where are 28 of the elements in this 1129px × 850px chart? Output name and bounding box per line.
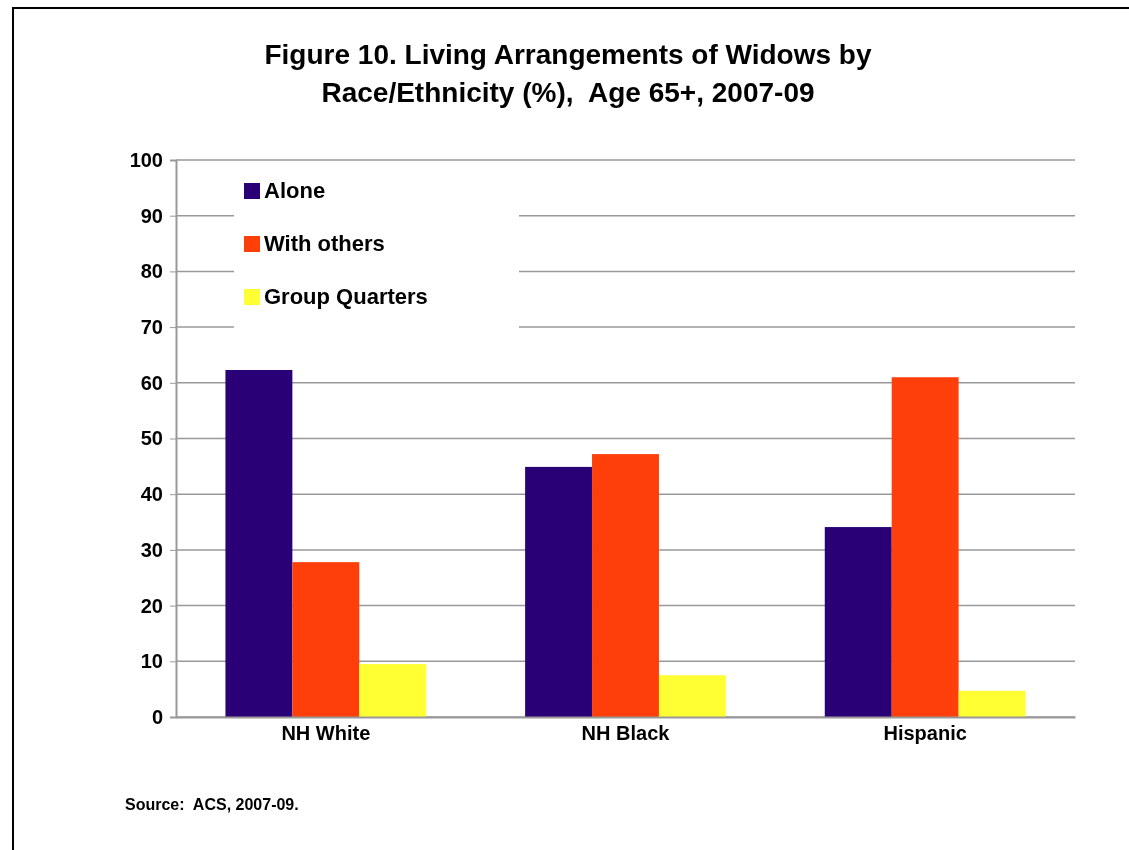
x-tick-label: Hispanic — [883, 722, 967, 744]
chart-title: Figure 10. Living Arrangements of Widows by Race/Ethnicity (%), Age 65+, 2007-09 — [264, 39, 872, 108]
y-tick-label: 70 — [140, 316, 163, 338]
bar — [359, 664, 427, 717]
bar — [292, 562, 360, 717]
y-tick-label: 40 — [140, 483, 163, 506]
bar — [525, 466, 593, 717]
y-tick-label: 60 — [140, 371, 163, 394]
legend-label: Alone — [264, 178, 326, 203]
y-tick-label: 50 — [140, 427, 163, 450]
legend-label: Group Quarters — [264, 284, 428, 309]
y-tick-label: 10 — [140, 650, 163, 673]
y-tick-label: 100 — [129, 148, 163, 171]
bar — [658, 675, 726, 717]
y-tick-label: 90 — [140, 204, 163, 227]
legend-label: With others — [264, 231, 385, 256]
y-tick-label: 20 — [140, 594, 163, 617]
bar — [958, 690, 1026, 717]
y-tick-label: 30 — [140, 538, 163, 561]
bar — [891, 377, 959, 717]
x-tick-label: NH Black — [581, 722, 671, 744]
bar — [592, 454, 659, 717]
x-tick-label: NH White — [281, 722, 371, 744]
bar — [824, 527, 892, 717]
y-tick-label: 0 — [151, 705, 163, 728]
y-tick-label: 80 — [140, 260, 163, 283]
source-note: Source: ACS, 2007-09. — [125, 796, 299, 813]
bar — [225, 369, 293, 717]
